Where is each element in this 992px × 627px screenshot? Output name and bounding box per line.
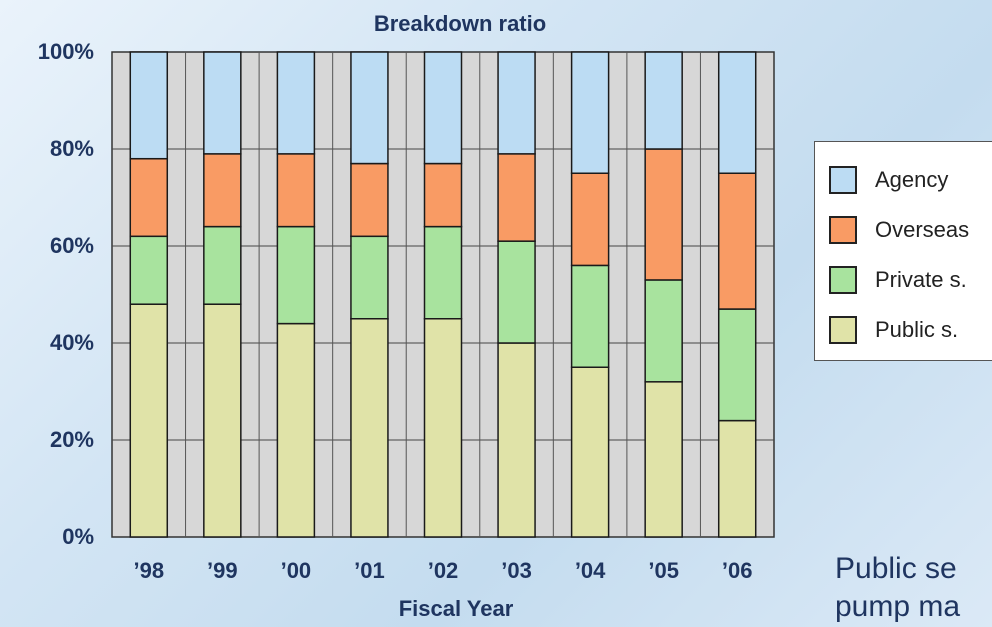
bar-segment	[497, 153, 536, 242]
bar-segment	[497, 51, 536, 155]
legend-item: Public s.	[829, 315, 958, 345]
x-tick-label: ’03	[501, 558, 532, 583]
bar-segment	[644, 148, 683, 281]
legend: Agency Overseas Private s. Public s.	[814, 141, 992, 361]
bar-segment	[276, 153, 316, 228]
bar-segment	[570, 172, 610, 267]
y-axis-ticks: 0% 20% 40% 60% 80% 100%	[38, 39, 94, 549]
bar-segment	[497, 240, 536, 344]
bars	[129, 51, 757, 538]
bar-segment	[129, 303, 169, 538]
legend-item: Agency	[829, 165, 948, 195]
chart-title: Breakdown ratio	[374, 11, 546, 36]
x-tick-label: ’99	[207, 558, 238, 583]
x-tick-label: ’01	[354, 558, 385, 583]
bar-segment	[350, 51, 389, 165]
legend-swatch	[829, 266, 857, 294]
bar-segment	[129, 235, 169, 305]
bar-segment	[423, 225, 463, 320]
bar-segment	[570, 366, 610, 538]
legend-label: Overseas	[875, 217, 970, 242]
bar-segment	[717, 419, 757, 538]
bar-segment	[570, 51, 610, 174]
bar-segment	[423, 162, 463, 228]
x-tick-label: ’98	[133, 558, 164, 583]
y-tick-label: 20%	[50, 427, 94, 452]
x-axis-label: Fiscal Year	[399, 596, 514, 621]
bar-segment	[276, 51, 316, 155]
legend-swatch	[829, 316, 857, 344]
y-tick-label: 0%	[62, 524, 94, 549]
bar-segment	[203, 153, 242, 228]
caption-text: Public se pump ma	[835, 552, 961, 623]
bar-segment	[203, 303, 242, 538]
bar-segment	[350, 235, 389, 320]
x-tick-label: ’00	[281, 558, 312, 583]
bar-segment	[350, 318, 389, 538]
legend-label: Public s.	[875, 317, 959, 342]
bar-segment	[276, 225, 316, 325]
x-tick-label: ’04	[575, 558, 606, 583]
bar-segment	[644, 381, 683, 538]
y-tick-label: 80%	[50, 136, 94, 161]
bar-segment	[203, 225, 242, 305]
legend-swatch	[829, 166, 857, 194]
legend-swatch	[829, 216, 857, 244]
legend-item: Private s.	[829, 265, 967, 295]
bar-segment	[717, 172, 757, 310]
legend-label: Private s.	[875, 267, 967, 292]
x-tick-label: ’05	[648, 558, 679, 583]
bar-segment	[717, 308, 757, 422]
legend-label: Agency	[875, 167, 949, 192]
bar-segment	[423, 51, 463, 165]
bar-segment	[497, 342, 536, 538]
bar-segment	[129, 157, 169, 238]
x-tick-label: ’02	[428, 558, 459, 583]
x-axis-ticks: ’98 ’99 ’00 ’01 ’02 ’03 ’04 ’05 ’06	[133, 558, 752, 583]
bar-segment	[570, 264, 610, 368]
bar-segment	[129, 51, 169, 160]
bar-segment	[276, 322, 316, 538]
bar-segment	[644, 279, 683, 383]
bar-segment	[644, 51, 683, 150]
bar-segment	[350, 162, 389, 238]
legend-item: Overseas	[829, 215, 969, 245]
y-tick-label: 100%	[38, 39, 94, 64]
bar-segment	[203, 51, 242, 155]
y-tick-label: 40%	[50, 330, 94, 355]
bar-segment	[717, 51, 757, 174]
x-tick-label: ’06	[722, 558, 753, 583]
y-tick-label: 60%	[50, 233, 94, 258]
bar-segment	[423, 318, 463, 538]
